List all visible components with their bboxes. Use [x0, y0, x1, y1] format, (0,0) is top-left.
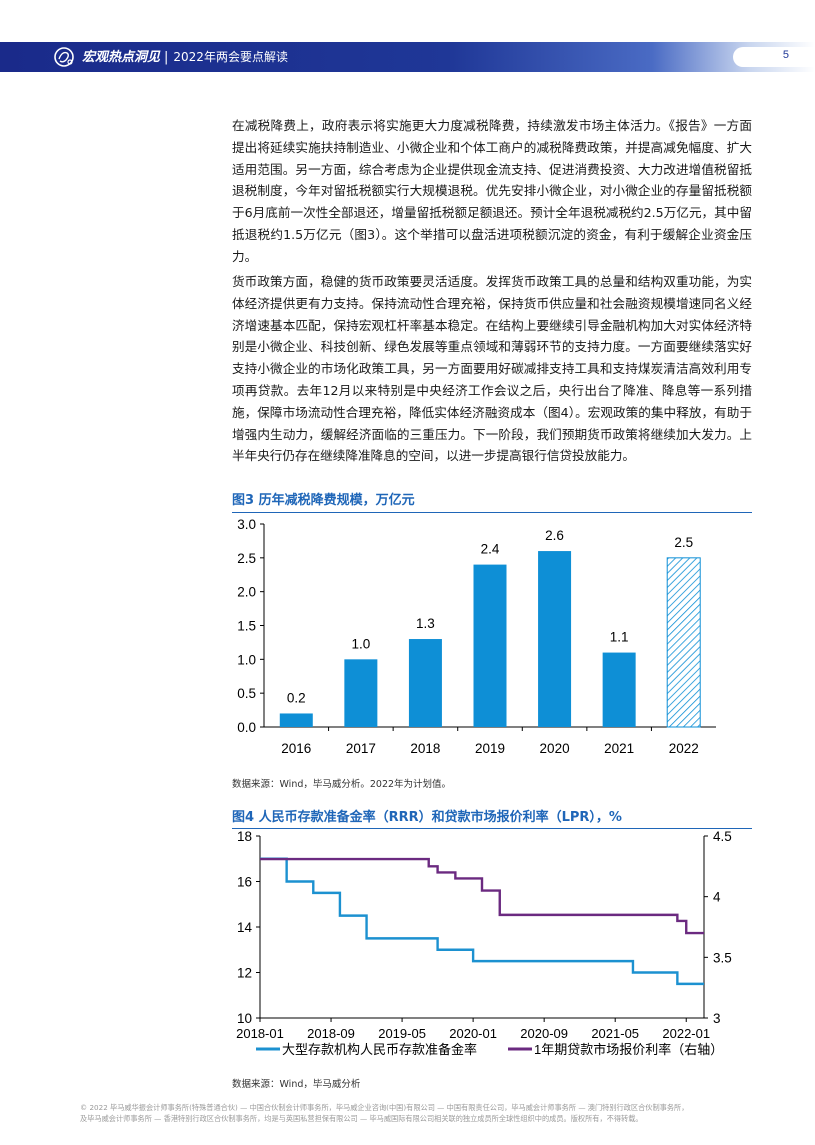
- fig3-bar-2018: [408, 639, 442, 727]
- fig4-right-tick-label: 3: [713, 1011, 721, 1026]
- fig3-data-label-2021: 1.1: [610, 630, 629, 645]
- fig4-x-tick-label: 2020-09: [520, 1026, 568, 1041]
- fig3-y-tick-label: 0.0: [237, 720, 256, 735]
- fig3-data-label-2022: 2.5: [674, 535, 693, 550]
- header-separator: |: [164, 50, 169, 65]
- fig3-bar-2020: [538, 551, 572, 727]
- fig4-series-line-1: [260, 857, 704, 986]
- fig4-right-tick-label: 4: [713, 890, 721, 905]
- header-title: 宏观热点洞见 | 2022年两会要点解读: [82, 42, 288, 72]
- fig3-x-tick-label: 2022: [669, 741, 699, 756]
- header-title-text: 宏观热点洞见: [82, 50, 161, 65]
- header-subtitle: 2022年两会要点解读: [173, 50, 288, 64]
- fig4-x-tick-label: 2020-01: [449, 1026, 497, 1041]
- footer-disclaimer: © 2022 毕马威华振会计师事务所(特殊普通合伙) — 中国合伙制会计师事务所…: [80, 1102, 750, 1124]
- fig4-left-tick-label: 12: [237, 966, 252, 981]
- fig3-y-tick-label: 1.0: [237, 652, 256, 667]
- fig4-right-tick-label: 3.5: [713, 950, 732, 965]
- fig3-x-tick-label: 2018: [410, 741, 440, 756]
- fig4-legend-label-2: 1年期贷款市场报价利率（右轴）: [534, 1042, 723, 1057]
- fig3-bar-2017: [344, 659, 378, 727]
- fig3-y-tick-label: 2.5: [237, 551, 256, 566]
- fig3-data-label-2018: 1.3: [416, 616, 435, 631]
- fig3-x-tick-label: 2020: [540, 741, 570, 756]
- fig3-x-tick-label: 2021: [604, 741, 634, 756]
- fig3-title: 图3 历年减税降费规模，万亿元: [232, 493, 415, 508]
- fig4-x-tick-label: 2022-01: [662, 1026, 710, 1041]
- fig3-bar-chart: 0.0 0.5 1.0 1.5 2.0 2.5 3.0 2016 2017 2018 2019 202…: [237, 517, 716, 756]
- fig4-legend-label-1: 大型存款机构人民币存款准备金率: [282, 1042, 477, 1057]
- fig3-data-label-2016: 0.2: [287, 690, 306, 705]
- fig3-bar-2022: [666, 557, 701, 728]
- fig3-source: 数据来源：Wind，毕马威分析。2022年为计划值。: [232, 779, 452, 790]
- fig4-left-tick-label: 14: [237, 920, 253, 935]
- footer-line-1: © 2022 毕马威华振会计师事务所(特殊普通合伙) — 中国合伙制会计师事务所…: [80, 1103, 689, 1112]
- fig3-title-rule: [232, 512, 752, 513]
- fig3-bar-2019: [473, 564, 507, 727]
- fig3-y-tick-label: 0.5: [237, 686, 256, 701]
- kpmg-insight-logo-icon: [54, 47, 74, 67]
- fig4-x-tick-label: 2018-01: [236, 1026, 284, 1041]
- paragraph-tax-cuts: 在减税降费上，政府表示将实施更大力度减税降费，持续激发市场主体活力。《报告》一方…: [232, 118, 752, 264]
- fig3-data-label-2020: 2.6: [545, 528, 564, 543]
- fig4-x-tick-label: 2019-05: [378, 1026, 426, 1041]
- fig3-data-label-2017: 1.0: [351, 636, 370, 651]
- page-number-pill: 5: [733, 47, 815, 67]
- fig4-series-line-2: [260, 857, 704, 935]
- fig3-bar-2016: [279, 713, 313, 727]
- fig4-left-tick-label: 18: [237, 829, 252, 844]
- fig3-y-tick-label: 2.0: [237, 585, 256, 600]
- fig4-left-tick-label: 10: [237, 1011, 252, 1026]
- fig4-x-tick-label: 2018-09: [307, 1026, 355, 1041]
- header-bar: 宏观热点洞见 | 2022年两会要点解读: [0, 42, 815, 72]
- paragraph-monetary-policy: 货币政策方面，稳健的货币政策要灵活适度。发挥货币政策工具的总量和结构双重功能，为…: [232, 274, 752, 464]
- fig3-y-tick-label: 1.5: [237, 619, 256, 634]
- fig4-left-tick-label: 16: [237, 875, 252, 890]
- footer-line-2: 及毕马威会计师事务所 — 香港特别行政区合伙制事务所，均是与英国私营担保有限公司…: [80, 1114, 643, 1123]
- page-number: 5: [782, 49, 789, 61]
- fig4-x-tick-label: 2021-05: [591, 1026, 639, 1041]
- fig4-right-tick-label: 4.5: [713, 829, 732, 844]
- fig3-x-tick-label: 2019: [475, 741, 505, 756]
- fig4-line-chart: 10 12 14 16 18 3 3.5 4 4.5 2018-01 2018-09 2019-05 2…: [236, 829, 732, 1057]
- fig4-title-rule: [232, 828, 752, 829]
- fig4-title: 图4 人民币存款准备金率（RRR）和贷款市场报价利率（LPR），%: [232, 810, 622, 825]
- fig3-x-tick-label: 2017: [346, 741, 376, 756]
- fig3-bar-2021: [602, 652, 636, 727]
- fig3-y-tick-label: 3.0: [237, 517, 256, 532]
- fig3-data-label-2019: 2.4: [481, 542, 500, 557]
- fig4-source: 数据来源：Wind，毕马威分析: [232, 1079, 361, 1090]
- fig3-x-tick-label: 2016: [281, 741, 311, 756]
